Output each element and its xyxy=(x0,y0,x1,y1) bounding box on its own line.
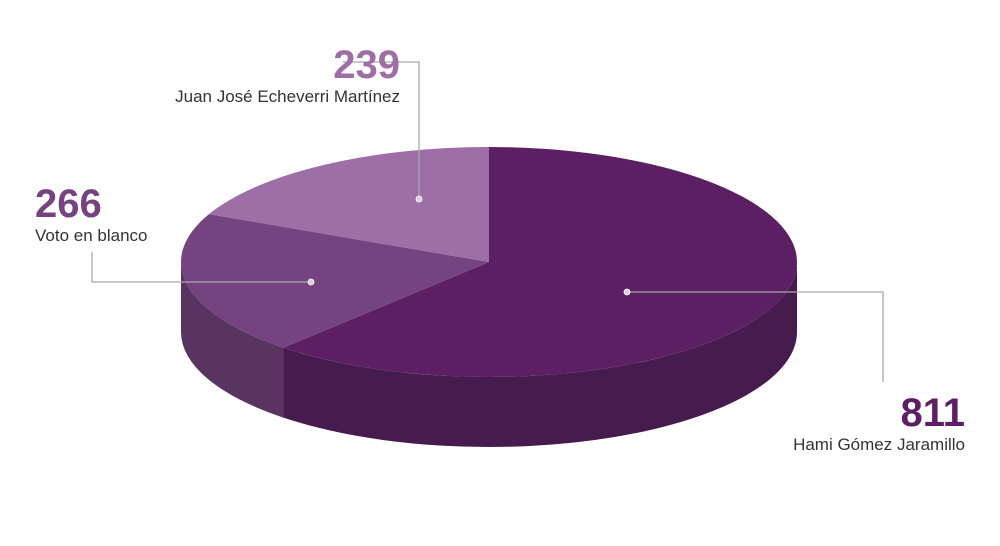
leader-dot-voto-blanco xyxy=(307,278,315,286)
callout-voto-blanco: 266 Voto en blanco xyxy=(35,183,235,247)
pie-slice-voto-blanco xyxy=(180,214,489,348)
leader-dot-hami xyxy=(623,288,631,296)
callout-hami: 811 Hami Gómez Jaramillo xyxy=(770,392,965,456)
leader-dot-juan-jose xyxy=(415,195,423,203)
callout-juan-jose: 239 Juan José Echeverri Martínez xyxy=(160,44,400,108)
slice-label-juan-jose: Juan José Echeverri Martínez xyxy=(175,87,400,106)
pie-sides xyxy=(181,262,797,448)
slice-label-hami: Hami Gómez Jaramillo xyxy=(793,435,965,454)
leader-line-juan-jose xyxy=(343,61,420,199)
pie-slices xyxy=(180,147,797,377)
leader-lines xyxy=(91,61,884,382)
pie-side-voto-blanco xyxy=(181,262,284,418)
leader-line-hami xyxy=(627,291,884,382)
slice-value-hami: 811 xyxy=(900,391,965,435)
pie-slice-hami xyxy=(283,147,797,377)
slice-value-voto-blanco: 266 xyxy=(35,182,102,226)
pie-side-hami xyxy=(283,262,797,448)
leader-line-voto-blanco xyxy=(91,252,311,283)
slice-label-voto-blanco: Voto en blanco xyxy=(35,226,148,245)
slice-value-juan-jose: 239 xyxy=(333,43,400,87)
